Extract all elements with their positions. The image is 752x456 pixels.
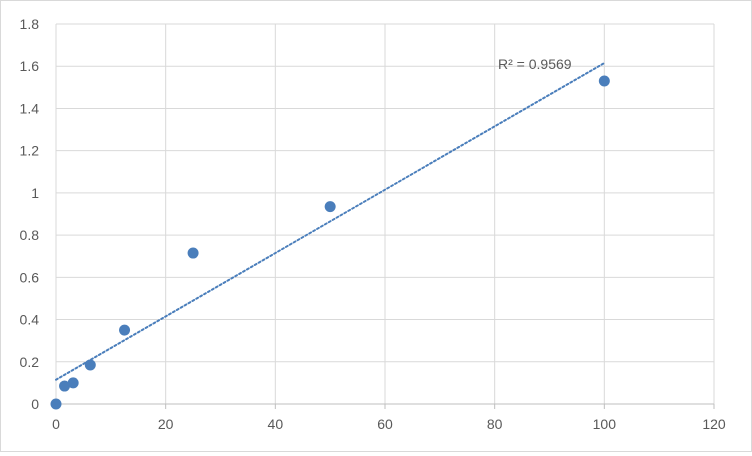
y-tick-label: 1.4 [20, 100, 40, 116]
x-tick-label: 60 [377, 416, 393, 432]
y-tick-label: 1.6 [20, 58, 40, 74]
y-tick-label: 0.2 [20, 354, 40, 370]
y-tick-label: 0.4 [20, 312, 40, 328]
x-tick-label: 100 [593, 416, 617, 432]
y-tick-label: 1.2 [20, 143, 40, 159]
data-point [187, 247, 199, 259]
tick-labels: 0 20 40 60 80 100 120 0 0.2 0.4 0.6 0.8 1 1.2 1.4 1.6 1.… [20, 16, 726, 432]
data-points [50, 75, 610, 410]
y-tick-label: 0 [31, 396, 39, 412]
data-point [84, 359, 96, 371]
x-tick-label: 40 [268, 416, 284, 432]
trendline [55, 62, 606, 381]
trendline-group: R² = 0.9569 [55, 56, 606, 381]
data-point [324, 201, 336, 213]
x-tick-label: 0 [52, 416, 60, 432]
x-tick-label: 20 [158, 416, 174, 432]
data-point [50, 398, 62, 410]
x-tick-label: 120 [702, 416, 726, 432]
data-point [598, 75, 610, 87]
y-tick-label: 0.6 [20, 269, 40, 285]
data-point [119, 324, 131, 336]
r-squared-label: R² = 0.9569 [498, 56, 572, 72]
data-point [59, 380, 71, 392]
y-tick-label: 1 [31, 185, 39, 201]
y-tick-label: 1.8 [20, 16, 40, 32]
x-tick-label: 80 [487, 416, 503, 432]
y-tick-label: 0.8 [20, 227, 40, 243]
data-point [67, 377, 79, 389]
gridlines [56, 23, 715, 404]
